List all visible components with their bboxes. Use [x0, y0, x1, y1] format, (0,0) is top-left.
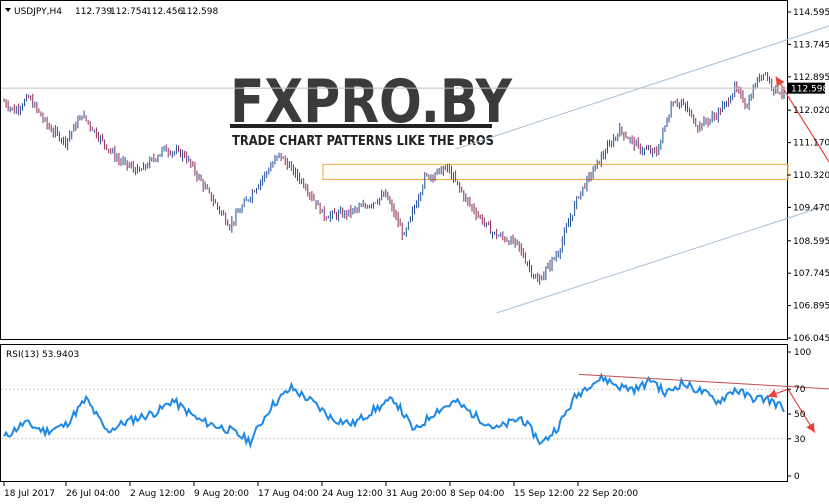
price-tick-label: 114.595 — [793, 8, 829, 18]
watermark-slogan: TRADE CHART PATTERNS LIKE THE PROS — [232, 134, 494, 149]
rsi-line — [3, 372, 785, 450]
time-axis: 18 Jul 2017 26 Jul 04:00 2 Aug 12:00 9 Aug … — [3, 482, 638, 499]
lower-channel-line — [496, 204, 829, 314]
rsi-tick-label: 70 — [794, 385, 806, 395]
time-tick-label: 26 Jul 04:00 — [66, 489, 120, 499]
price-forecast — [775, 76, 829, 163]
price-tick-label: 110.320 — [793, 171, 829, 181]
rsi-tick-label: 30 — [794, 435, 806, 445]
last-price-label: 112.598 — [791, 85, 828, 95]
arrow-head — [775, 76, 785, 87]
watermark-underline — [230, 124, 492, 128]
time-tick-label: 2 Aug 12:00 — [130, 489, 185, 499]
price-tick-label: 109.470 — [793, 203, 829, 213]
price-tick-label: 107.745 — [793, 269, 829, 279]
rsi-axis: 100 70 50 30 0 — [787, 348, 811, 482]
time-tick-label: 15 Sep 12:00 — [514, 489, 574, 499]
time-tick-label: 17 Aug 04:00 — [258, 489, 319, 499]
ohlc-high: 112.754 — [110, 7, 147, 17]
rsi-levels — [1, 388, 787, 440]
time-tick-label: 8 Sep 04:00 — [450, 489, 505, 499]
ohlc-open: 112.739 — [75, 7, 112, 17]
rsi-tick-label: 0 — [794, 472, 800, 482]
price-tick-label: 111.170 — [793, 139, 829, 149]
time-tick-label: 31 Aug 20:00 — [386, 489, 447, 499]
ohlc-low: 112.456 — [146, 7, 183, 17]
price-tick-label: 106.895 — [793, 302, 829, 312]
time-tick-label: 18 Jul 2017 — [4, 489, 55, 499]
arrow-head — [806, 422, 815, 433]
upper-channel-line — [455, 25, 829, 150]
price-tick-label: 106.045 — [793, 334, 829, 344]
watermark: FXPRO.BY TRADE CHART PATTERNS LIKE THE P… — [230, 67, 513, 149]
rsi-label: RSI(13) 53.9403 — [6, 350, 79, 360]
symbol-header: USDJPY,H4 — [14, 7, 62, 17]
collapse-icon[interactable] — [5, 8, 11, 12]
watermark-brand: FXPRO.BY — [230, 67, 513, 137]
last-price-box — [788, 82, 825, 94]
time-tick-label: 22 Sep 20:00 — [578, 489, 638, 499]
rsi-panel — [0, 344, 788, 482]
candles — [3, 71, 785, 285]
rsi-tick-label: 50 — [794, 410, 806, 420]
price-tick-label: 113.745 — [793, 40, 829, 50]
price-panel — [0, 0, 788, 340]
price-tick-label: 112.020 — [793, 106, 829, 116]
forecast-path — [775, 76, 829, 163]
rsi-divergence-line — [578, 373, 829, 390]
price-tick-label: 108.595 — [793, 237, 829, 247]
ohlc-close: 112.598 — [181, 7, 218, 17]
rsi-tick-label: 100 — [794, 348, 811, 358]
time-tick-label: 24 Aug 12:00 — [322, 489, 383, 499]
time-tick-label: 9 Aug 20:00 — [194, 489, 249, 499]
support-zone — [322, 163, 789, 181]
price-tick-label: 112.895 — [793, 73, 829, 83]
arrow-head — [767, 389, 778, 398]
price-axis: 114.595 113.745 112.895 112.020 111.170 110.3… — [787, 8, 829, 344]
